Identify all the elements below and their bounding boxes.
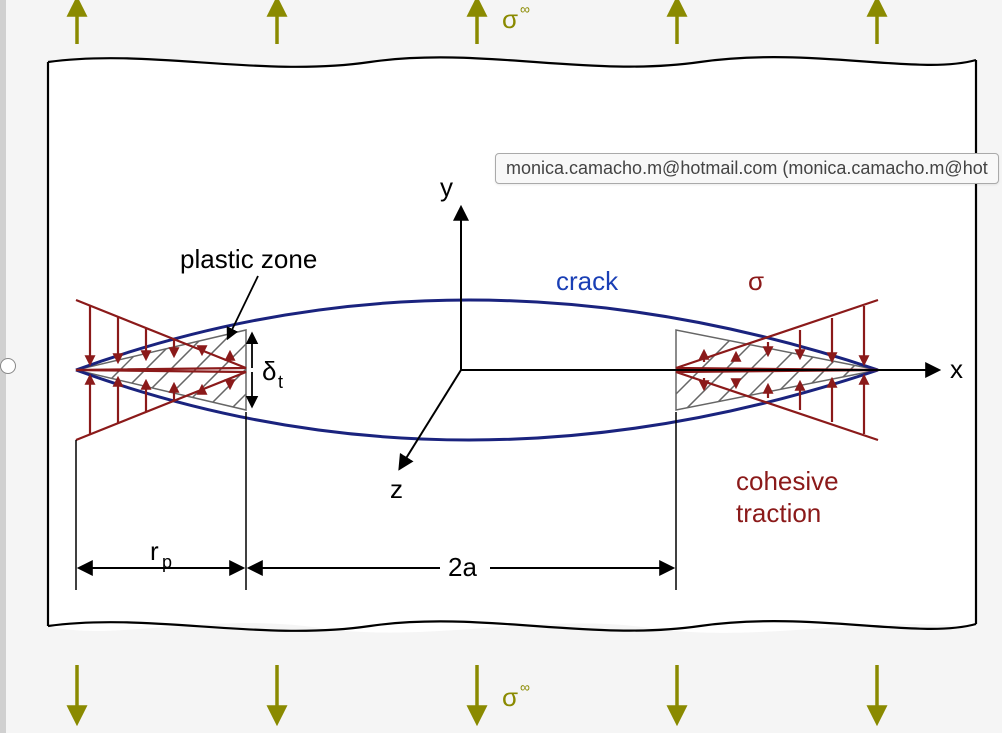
svg-text:σ: σ [502, 4, 518, 34]
cohesive-traction-label-2: traction [736, 498, 821, 528]
svg-text:r: r [150, 536, 159, 566]
crack-label: crack [556, 266, 619, 296]
two-a-label: 2a [448, 552, 477, 582]
cohesive-traction-label-1: cohesive [736, 466, 839, 496]
x-axis-label: x [950, 354, 963, 384]
email-tooltip-text: monica.camacho.m@hotmail.com (monica.cam… [506, 158, 988, 178]
svg-text:∞: ∞ [520, 1, 530, 17]
svg-text:p: p [162, 552, 172, 572]
svg-text:σ: σ [502, 682, 518, 712]
y-axis-label: y [440, 172, 453, 202]
svg-text:δ: δ [262, 356, 276, 386]
stress-arrows-top [77, 0, 877, 44]
sigma-inf-bottom-label: σ ∞ [502, 679, 530, 712]
svg-text:t: t [278, 372, 283, 392]
email-tooltip: monica.camacho.m@hotmail.com (monica.cam… [495, 153, 999, 184]
sigma-inf-top-label: σ ∞ [502, 1, 530, 34]
z-axis-label: z [390, 474, 403, 504]
diagram-svg: σ ∞ σ ∞ [0, 0, 1002, 733]
stress-arrows-bottom [77, 665, 877, 722]
plastic-zone-label: plastic zone [180, 244, 317, 274]
svg-text:∞: ∞ [520, 679, 530, 695]
sigma-label: σ [748, 266, 764, 296]
